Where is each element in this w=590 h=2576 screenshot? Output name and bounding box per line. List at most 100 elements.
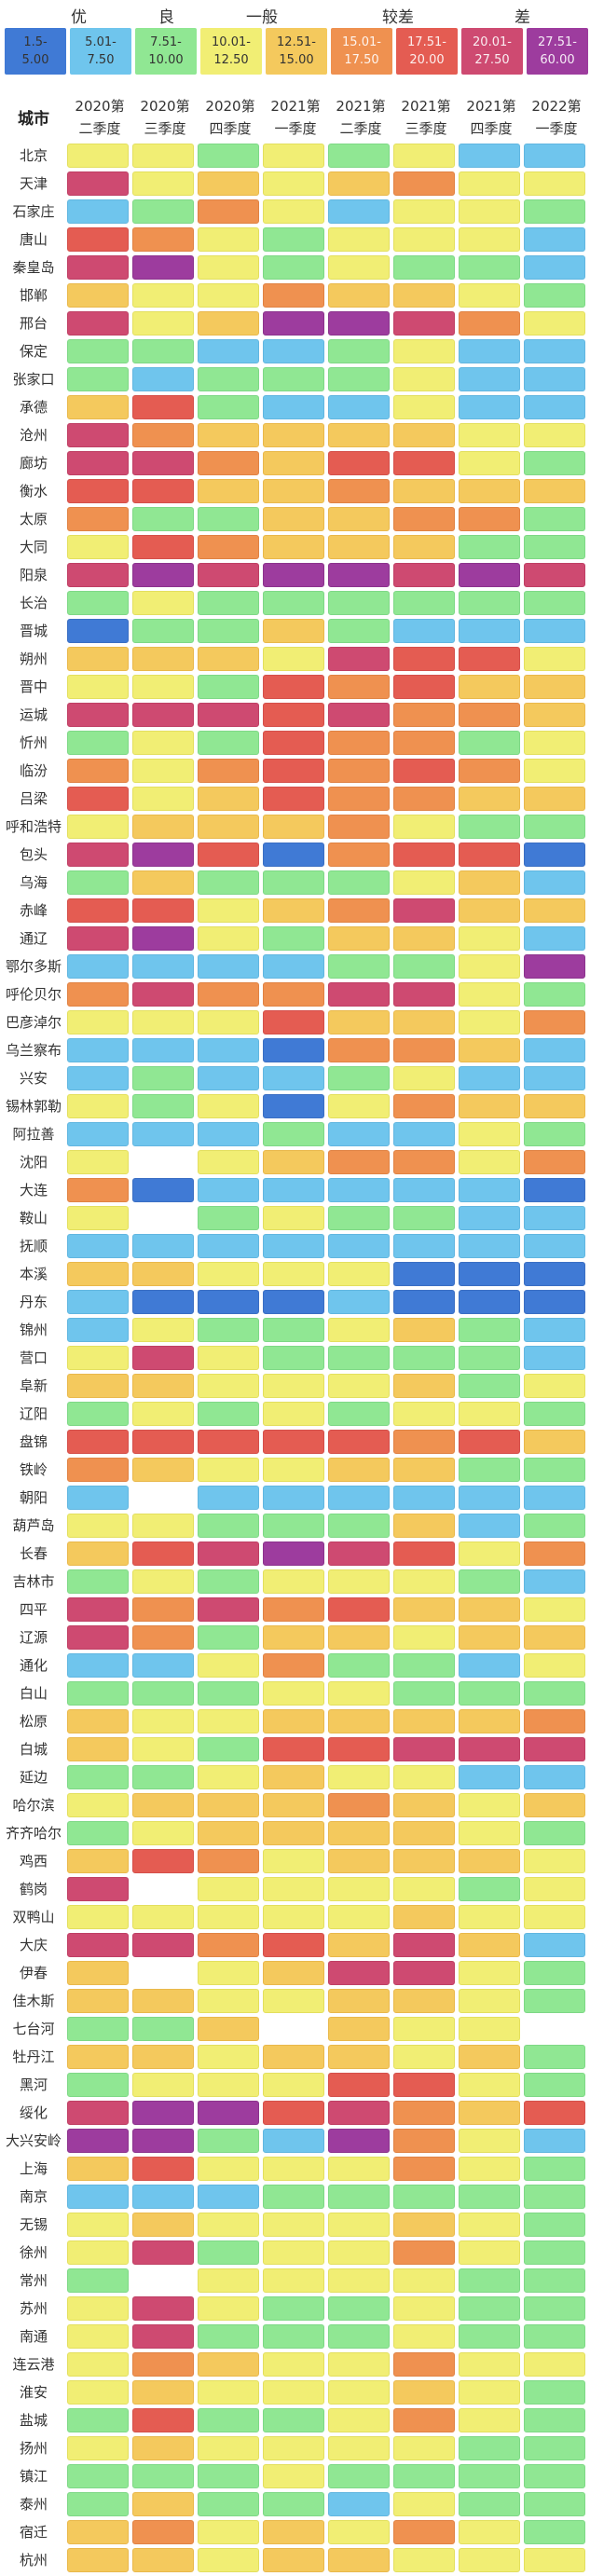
heatmap-cell [328, 2213, 390, 2237]
heatmap-cell [459, 227, 520, 252]
heatmap-cell [67, 1933, 129, 1957]
table-row: 盘锦 [0, 1430, 590, 1458]
heatmap-cell [524, 731, 585, 755]
heatmap-cell [459, 1625, 520, 1650]
heatmap-cell [198, 507, 259, 531]
heatmap-cell [459, 731, 520, 755]
heatmap-cell [393, 1346, 455, 1370]
heatmap-cell [393, 2436, 455, 2460]
heatmap-cell [393, 1374, 455, 1398]
heatmap-cell [132, 926, 194, 951]
table-row: 杭州 [0, 2548, 590, 2576]
heatmap-cell [198, 2157, 259, 2181]
heatmap-cell [67, 870, 129, 895]
heatmap-cell [524, 563, 585, 587]
heatmap-cell [328, 619, 390, 643]
heatmap-cell [198, 423, 259, 447]
heatmap-cell [328, 1318, 390, 1342]
heatmap-cell [263, 395, 324, 419]
heatmap-cell [524, 1625, 585, 1650]
heatmap-cell [459, 339, 520, 363]
heatmap-cell [524, 1402, 585, 1426]
table-row: 宿迁 [0, 2520, 590, 2548]
heatmap-cell [393, 2380, 455, 2405]
heatmap-cell [132, 647, 194, 671]
heatmap-cell [263, 1374, 324, 1398]
heatmap-cell [393, 2073, 455, 2097]
heatmap-cell [67, 954, 129, 979]
heatmap-cell [393, 2017, 455, 2041]
heatmap-cell [263, 2464, 324, 2488]
heatmap-cell [67, 1178, 129, 1202]
heatmap-cell [328, 675, 390, 699]
city-label: 晋中 [19, 678, 48, 695]
table-row: 朔州 [0, 647, 590, 675]
city-label: 张家口 [12, 371, 55, 388]
heatmap-cell [459, 2101, 520, 2125]
table-row: 阜新 [0, 1374, 590, 1402]
heatmap-cell [132, 843, 194, 867]
heatmap-cell [263, 843, 324, 867]
heatmap-cell [328, 199, 390, 224]
heatmap-cell [524, 144, 585, 168]
heatmap-cell [198, 2213, 259, 2237]
heatmap-cell [459, 2240, 520, 2265]
heatmap-cell [263, 171, 324, 196]
heatmap-cell [67, 787, 129, 811]
heatmap-cell [132, 1597, 194, 1622]
heatmap-cell [393, 870, 455, 895]
heatmap-cell [328, 703, 390, 727]
city-label: 牡丹江 [12, 2048, 55, 2065]
heatmap-cell [393, 815, 455, 839]
heatmap-cell [459, 144, 520, 168]
heatmap-cell [393, 1122, 455, 1146]
heatmap-cell [132, 2520, 194, 2544]
heatmap-cell [263, 870, 324, 895]
heatmap-cell [67, 451, 129, 475]
city-label: 廊坊 [19, 455, 48, 472]
city-label: 四平 [19, 1601, 48, 1618]
heatmap-cell [263, 2296, 324, 2321]
legend-swatch: 15.01- 17.50 [331, 28, 392, 75]
legend-range-line1: 20.01- [473, 35, 512, 49]
legend-category-label: 良 [158, 8, 174, 27]
city-label: 大连 [19, 1182, 48, 1199]
heatmap-cell [459, 815, 520, 839]
heatmap-cell [328, 2352, 390, 2377]
heatmap-cell [67, 926, 129, 951]
heatmap-cell [393, 339, 455, 363]
heatmap-cell [67, 1625, 129, 1650]
heatmap-cell [393, 1150, 455, 1174]
heatmap-cell [459, 591, 520, 615]
heatmap-cell [393, 171, 455, 196]
heatmap-cell [328, 171, 390, 196]
heatmap-cell [67, 731, 129, 755]
table-row: 长治 [0, 591, 590, 619]
heatmap-cell [198, 171, 259, 196]
heatmap-cell [67, 395, 129, 419]
heatmap-cell [459, 451, 520, 475]
heatmap-cell [198, 367, 259, 391]
heatmap-cell [67, 2408, 129, 2432]
city-label: 邯郸 [19, 287, 48, 304]
city-label: 唐山 [19, 231, 48, 248]
heatmap-cell [328, 2520, 390, 2544]
heatmap-cell [198, 395, 259, 419]
heatmap-cell [198, 2129, 259, 2153]
legend-range-line1: 7.51- [150, 35, 182, 49]
heatmap-cell [263, 227, 324, 252]
heatmap-cell [393, 1290, 455, 1314]
heatmap-cell [263, 1849, 324, 1873]
heatmap-cell [198, 535, 259, 559]
heatmap-cell [67, 1541, 129, 1566]
table-row: 呼和浩特 [0, 815, 590, 843]
heatmap-cell [198, 1514, 259, 1538]
heatmap-cell [263, 787, 324, 811]
heatmap-cell [67, 2436, 129, 2460]
heatmap-cell [263, 619, 324, 643]
heatmap-cell [393, 1010, 455, 1035]
heatmap-cell [524, 1877, 585, 1901]
heatmap-cell [524, 1206, 585, 1230]
heatmap-cell [132, 2492, 194, 2516]
heatmap-cell [459, 2185, 520, 2209]
